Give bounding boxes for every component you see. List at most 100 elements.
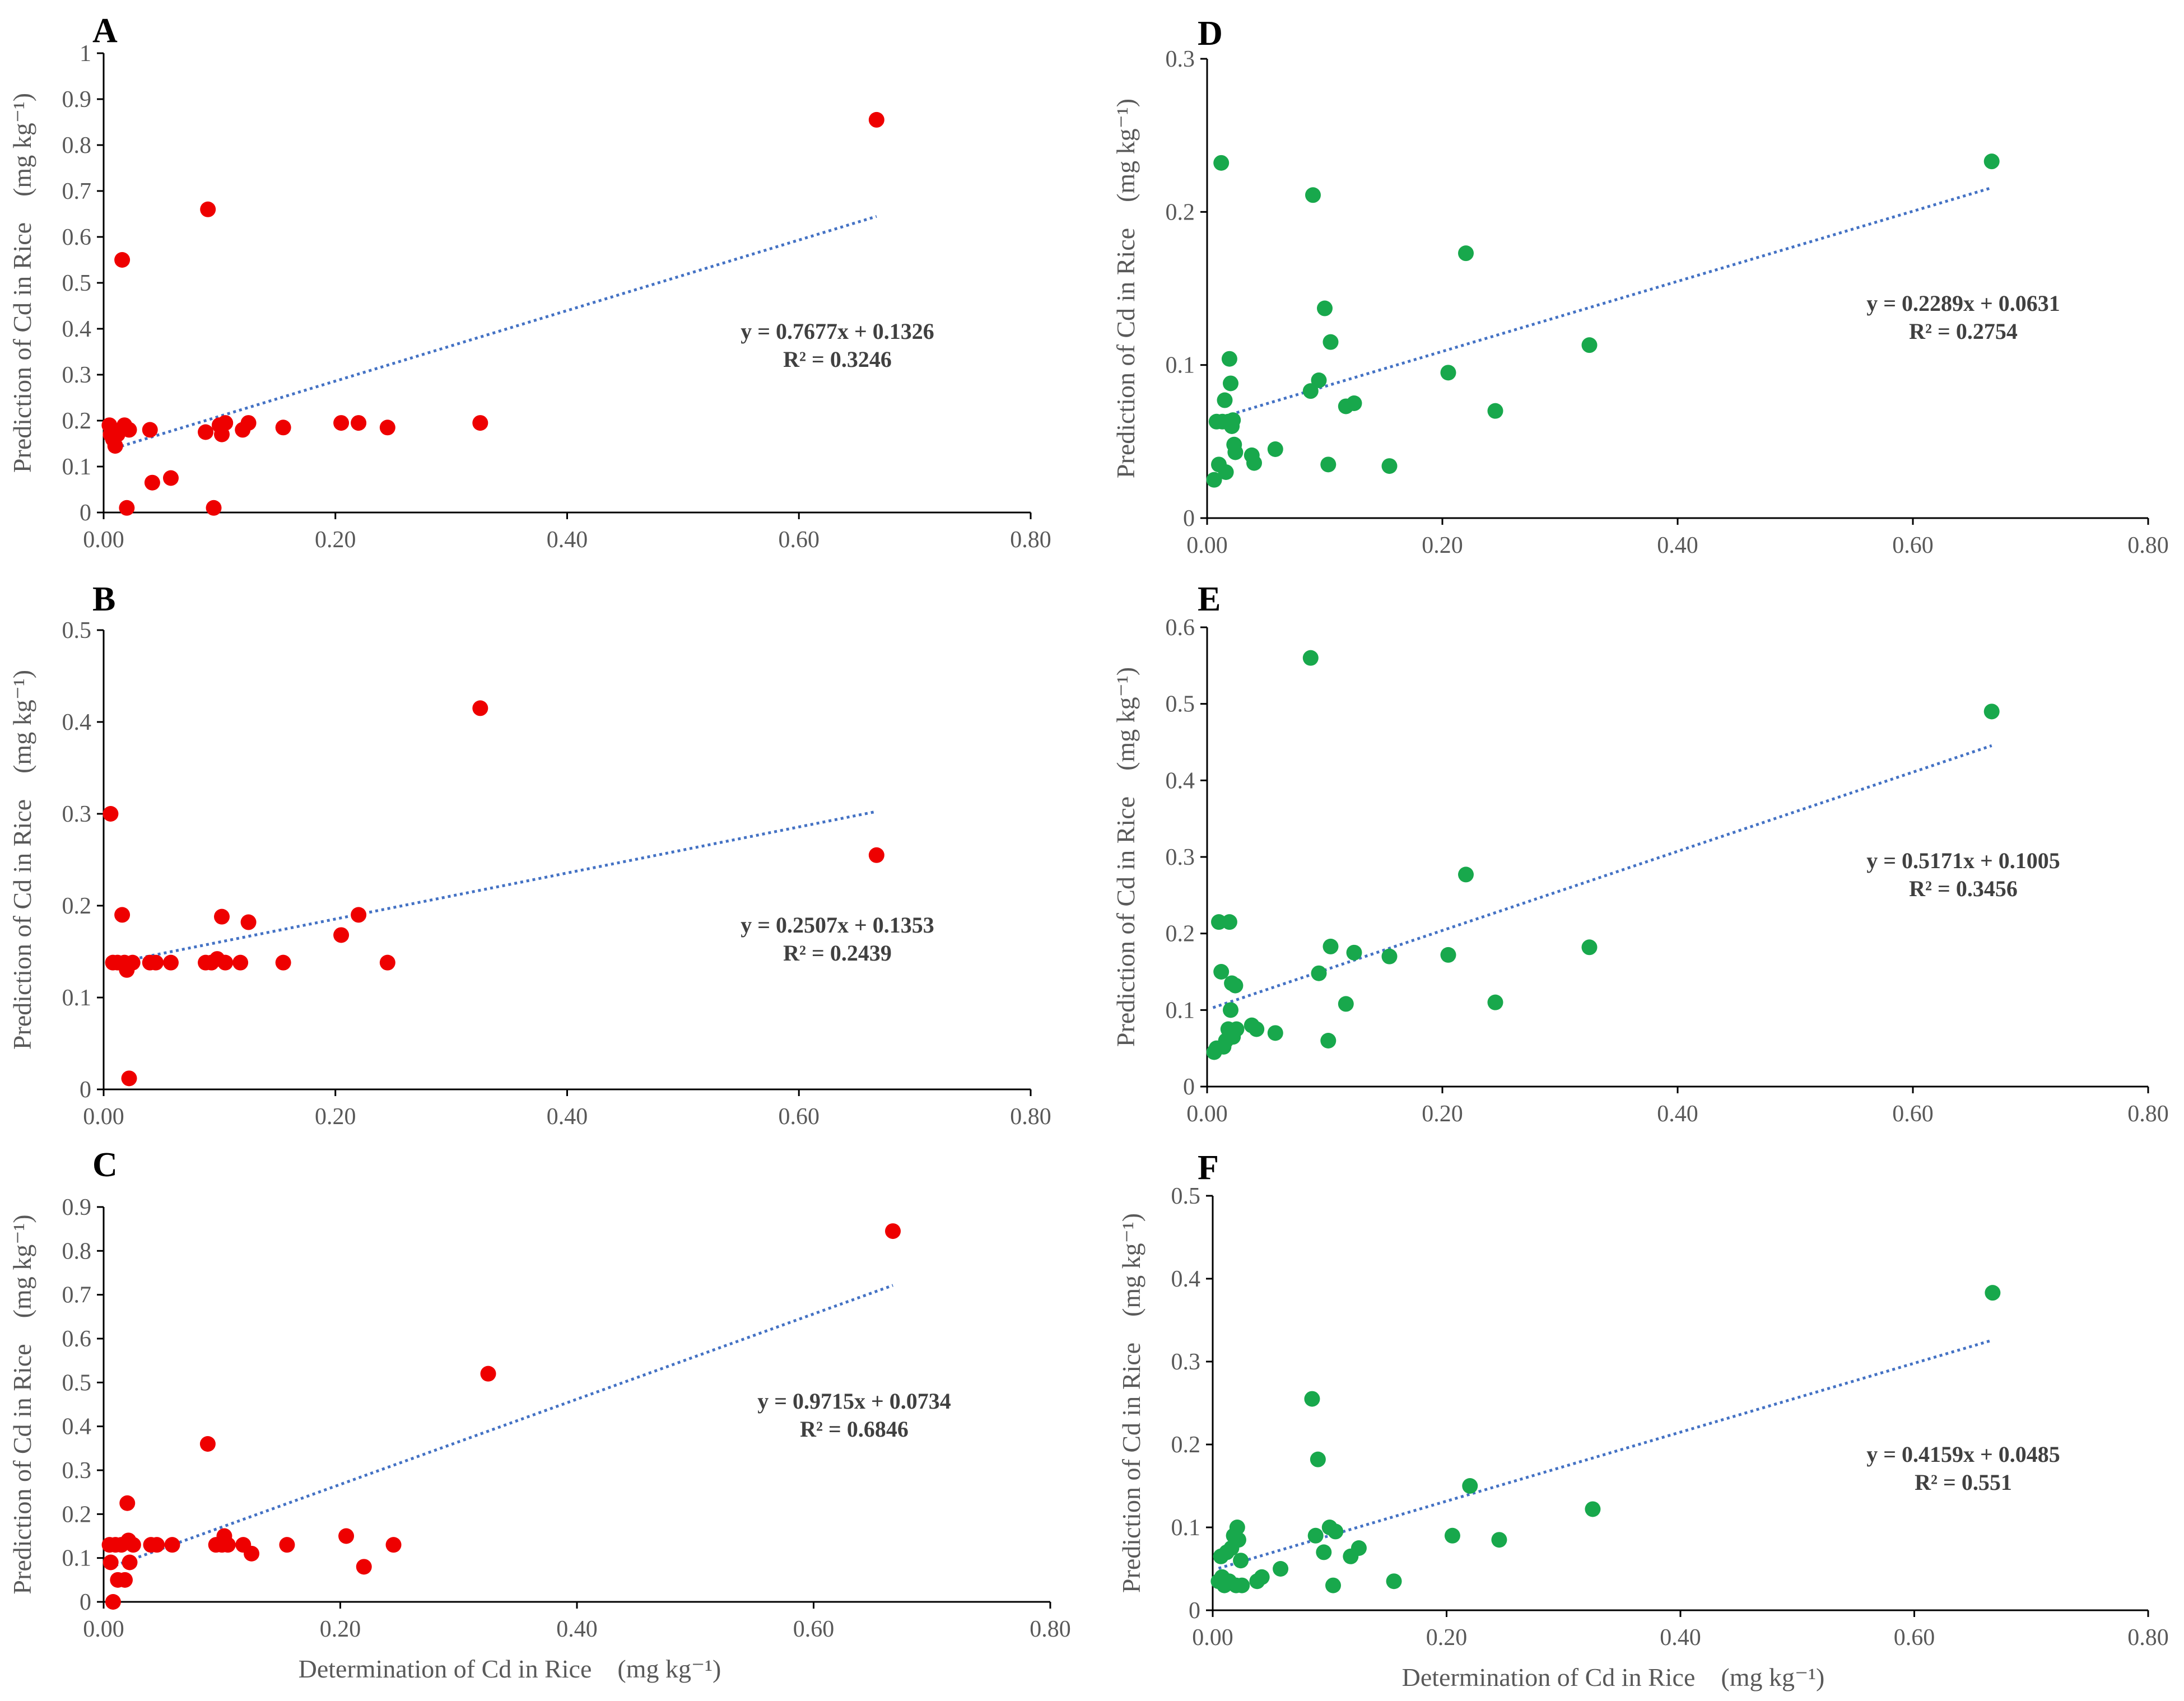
r-squared: R² = 0.6846 bbox=[800, 1416, 909, 1442]
trend-line bbox=[1212, 744, 1992, 1009]
data-point bbox=[217, 415, 234, 431]
y-tick-label: 0.4 bbox=[62, 710, 92, 735]
panel-label: A bbox=[92, 12, 118, 50]
data-point bbox=[338, 1528, 355, 1544]
y-tick-label: 0.7 bbox=[62, 179, 92, 204]
data-point bbox=[119, 1495, 136, 1511]
y-tick-label: 0 bbox=[80, 1590, 91, 1615]
data-point bbox=[220, 1537, 236, 1553]
data-point bbox=[1316, 1544, 1332, 1560]
regression-equation: y = 0.9715x + 0.0734 bbox=[757, 1388, 951, 1414]
data-point bbox=[1221, 914, 1237, 930]
data-point bbox=[1320, 1033, 1337, 1048]
data-point bbox=[1487, 994, 1503, 1010]
y-tick-label: 0.3 bbox=[62, 801, 92, 827]
data-point bbox=[164, 1537, 180, 1553]
data-point bbox=[1581, 939, 1598, 956]
panel-label: B bbox=[92, 580, 115, 618]
data-point bbox=[356, 1559, 372, 1575]
data-point bbox=[1230, 1532, 1246, 1548]
data-point bbox=[114, 907, 131, 923]
x-tick-label: 0.20 bbox=[1426, 1625, 1468, 1651]
data-point bbox=[1225, 412, 1241, 428]
data-point bbox=[240, 914, 257, 930]
data-point bbox=[1317, 300, 1333, 316]
x-tick-label: 0.00 bbox=[83, 527, 124, 553]
data-point bbox=[1217, 392, 1233, 408]
x-axis-title: Determination of Cd in Rice (mg kg⁻¹) bbox=[1402, 1663, 1825, 1691]
y-tick-label: 0.6 bbox=[62, 1326, 92, 1352]
data-point bbox=[1206, 472, 1222, 488]
data-point bbox=[1585, 1501, 1601, 1517]
data-point bbox=[1234, 1577, 1250, 1593]
data-point bbox=[1381, 948, 1398, 964]
x-tick-label: 0.60 bbox=[1892, 533, 1934, 558]
data-point bbox=[472, 700, 488, 716]
y-tick-label: 0.2 bbox=[62, 1502, 92, 1527]
data-point bbox=[1487, 403, 1503, 419]
x-tick-label: 0.80 bbox=[1010, 1104, 1051, 1130]
y-axis-title: Prediction of Cd in Rice (mg kg⁻¹) bbox=[1111, 667, 1140, 1047]
data-point bbox=[114, 252, 131, 268]
data-point bbox=[1213, 155, 1230, 171]
data-point bbox=[1302, 650, 1319, 666]
data-point bbox=[351, 415, 367, 431]
y-tick-label: 0.6 bbox=[62, 225, 92, 250]
data-point bbox=[1223, 375, 1238, 392]
data-point bbox=[275, 420, 291, 436]
data-point bbox=[1227, 977, 1244, 994]
panel-label: C bbox=[92, 1146, 118, 1184]
data-point bbox=[119, 500, 135, 516]
y-tick-label: 0.2 bbox=[1166, 199, 1195, 225]
data-point bbox=[1581, 337, 1598, 353]
data-point bbox=[1440, 365, 1456, 381]
regression-equation: y = 0.4159x + 0.0485 bbox=[1866, 1442, 2060, 1467]
data-point bbox=[379, 420, 395, 436]
data-point bbox=[868, 111, 884, 128]
data-point bbox=[1444, 1527, 1460, 1544]
y-tick-label: 0.1 bbox=[62, 985, 92, 1011]
data-point bbox=[232, 954, 249, 971]
data-point bbox=[1983, 703, 2000, 720]
data-point bbox=[1310, 1451, 1326, 1467]
regression-equation: y = 0.7677x + 0.1326 bbox=[741, 319, 934, 344]
data-point bbox=[149, 1537, 165, 1553]
data-point bbox=[1322, 334, 1339, 350]
x-tick-label: 0.40 bbox=[547, 527, 588, 553]
x-tick-label: 0.20 bbox=[1422, 533, 1463, 558]
x-tick-label: 0.00 bbox=[1186, 533, 1228, 558]
y-tick-label: 0.1 bbox=[62, 454, 92, 480]
data-point bbox=[122, 1554, 138, 1570]
data-point bbox=[105, 1594, 121, 1610]
x-axis-title: Determination of Cd in Rice (mg kg⁻¹) bbox=[299, 1655, 721, 1683]
data-point bbox=[275, 954, 291, 971]
data-point bbox=[117, 1572, 133, 1588]
data-point bbox=[1311, 372, 1327, 388]
y-tick-label: 0.6 bbox=[1166, 615, 1195, 641]
x-tick-label: 0.00 bbox=[83, 1616, 124, 1642]
data-point bbox=[200, 201, 216, 217]
data-point bbox=[1985, 1285, 2001, 1301]
data-point bbox=[240, 415, 257, 431]
x-tick-label: 0.60 bbox=[779, 1104, 820, 1130]
y-tick-label: 0.1 bbox=[1166, 998, 1195, 1023]
y-axis-title: Prediction of Cd in Rice (mg kg⁻¹) bbox=[1111, 99, 1140, 478]
y-axis-title: Prediction of Cd in Rice (mg kg⁻¹) bbox=[8, 1214, 36, 1594]
y-tick-label: 1 bbox=[80, 41, 91, 67]
y-tick-label: 0.5 bbox=[1166, 692, 1195, 717]
x-tick-label: 0.40 bbox=[1657, 1101, 1698, 1127]
data-point bbox=[1346, 944, 1362, 961]
y-tick-label: 0 bbox=[1183, 1074, 1195, 1100]
y-axis-title: Prediction of Cd in Rice (mg kg⁻¹) bbox=[8, 93, 36, 473]
y-tick-label: 0 bbox=[80, 500, 91, 526]
data-point bbox=[1320, 456, 1337, 473]
y-tick-label: 0 bbox=[1183, 506, 1195, 532]
y-tick-label: 0.8 bbox=[62, 1238, 92, 1264]
data-point bbox=[103, 806, 119, 822]
y-tick-label: 0.3 bbox=[1166, 46, 1195, 72]
panel-e: E 0 0.1 0.2 0.3 0.4 0.5 0.6 0.00 0.20 0.40 0.60 0.80… bbox=[1111, 580, 2169, 1127]
data-point bbox=[199, 1436, 216, 1452]
y-tick-label: 0.9 bbox=[62, 1195, 92, 1220]
data-point bbox=[1491, 1532, 1507, 1548]
regression-equation: y = 0.2289x + 0.0631 bbox=[1866, 291, 2060, 316]
